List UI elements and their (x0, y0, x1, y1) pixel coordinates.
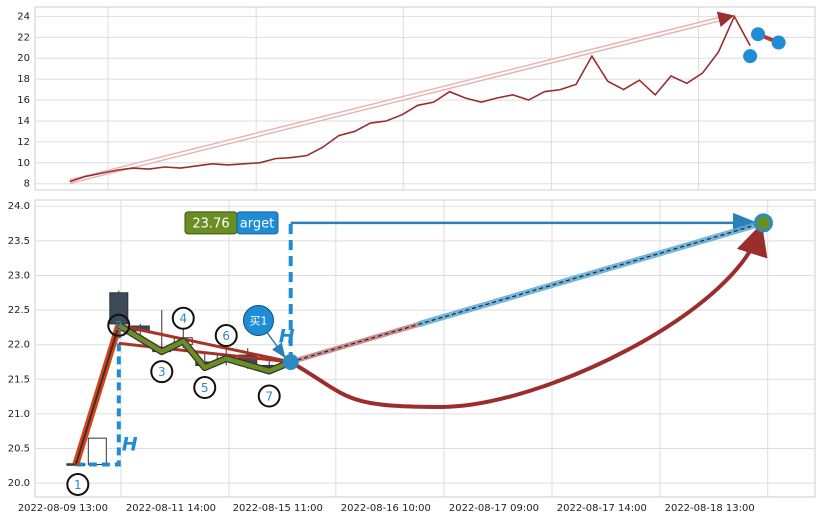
target-label-box (236, 211, 279, 235)
pivot-badge (107, 313, 131, 337)
pivot-label: 6 (222, 329, 230, 343)
y-tick-label: 20.5 (8, 444, 30, 455)
x-tick-label: 2022-08-17 14:00 (557, 503, 647, 514)
pivot-badge (66, 472, 90, 496)
y-tick-label: 16 (17, 95, 30, 106)
x-tick-label: 2022-08-11 14:00 (126, 503, 216, 514)
projection (417, 219, 765, 328)
pivot-label: 5 (201, 381, 209, 395)
pivot-badge (171, 306, 195, 330)
y-tick-label: 14 (17, 116, 30, 127)
y-tick-label: 20.0 (8, 478, 30, 489)
y-tick-label: 20 (17, 53, 30, 64)
x-tick-label: 2022-08-18 13:00 (665, 503, 755, 514)
candle-body (87, 437, 107, 465)
y-tick-label: 21.0 (8, 409, 30, 420)
trend-arrow-inner (69, 11, 735, 183)
marker (751, 27, 766, 42)
pivot-badge (193, 376, 217, 400)
pivot-h-2: H (279, 326, 295, 348)
end-point (282, 354, 299, 370)
x-tick-label: 2022-08-17 09:00 (449, 503, 539, 514)
x-tick-label: 2022-08-15 11:00 (233, 503, 323, 514)
projection-curve (289, 223, 768, 410)
y-tick-label: 22.5 (8, 305, 30, 316)
pivot-label: 4 (179, 312, 187, 326)
price-line (69, 14, 751, 183)
pivot-label: 2 (115, 319, 123, 333)
y-tick-label: 21.5 (8, 374, 30, 385)
buy-label: 买1 (249, 314, 267, 327)
impulse-leg-core (74, 325, 120, 465)
x-tick-label: 2022-08-09 13:00 (18, 503, 108, 514)
marker (771, 35, 786, 50)
y-tick-label: 8 (24, 179, 30, 190)
target-value: 23.76 (192, 216, 229, 231)
y-tick-label: 22 (17, 32, 30, 43)
pivot-label: 7 (265, 390, 273, 404)
target-label: arget (240, 216, 274, 231)
y-tick-label: 24.0 (8, 201, 30, 212)
buy-badge (242, 304, 274, 336)
y-tick-label: 12 (17, 137, 30, 148)
pivot-badge (257, 384, 281, 408)
y-tick-label: 10 (17, 158, 30, 169)
target-point (753, 213, 773, 233)
pivot-label: 3 (158, 365, 166, 379)
pivot-badge (214, 324, 238, 348)
y-tick-label: 22.0 (8, 340, 30, 351)
marker (743, 49, 758, 64)
zigzag (117, 323, 292, 374)
y-tick-label: 23.5 (8, 236, 30, 247)
y-tick-label: 23.0 (8, 270, 30, 281)
pivot-label: 1 (74, 478, 82, 492)
y-tick-label: 24 (17, 11, 30, 22)
pivot-guide (75, 325, 121, 467)
pivot-badge (150, 360, 174, 384)
x-tick-label: 2022-08-16 10:00 (341, 503, 431, 514)
projection-dash (290, 222, 764, 363)
trend-line (118, 323, 292, 364)
pivot-h-1: H (122, 434, 138, 456)
y-tick-label: 18 (17, 74, 30, 85)
